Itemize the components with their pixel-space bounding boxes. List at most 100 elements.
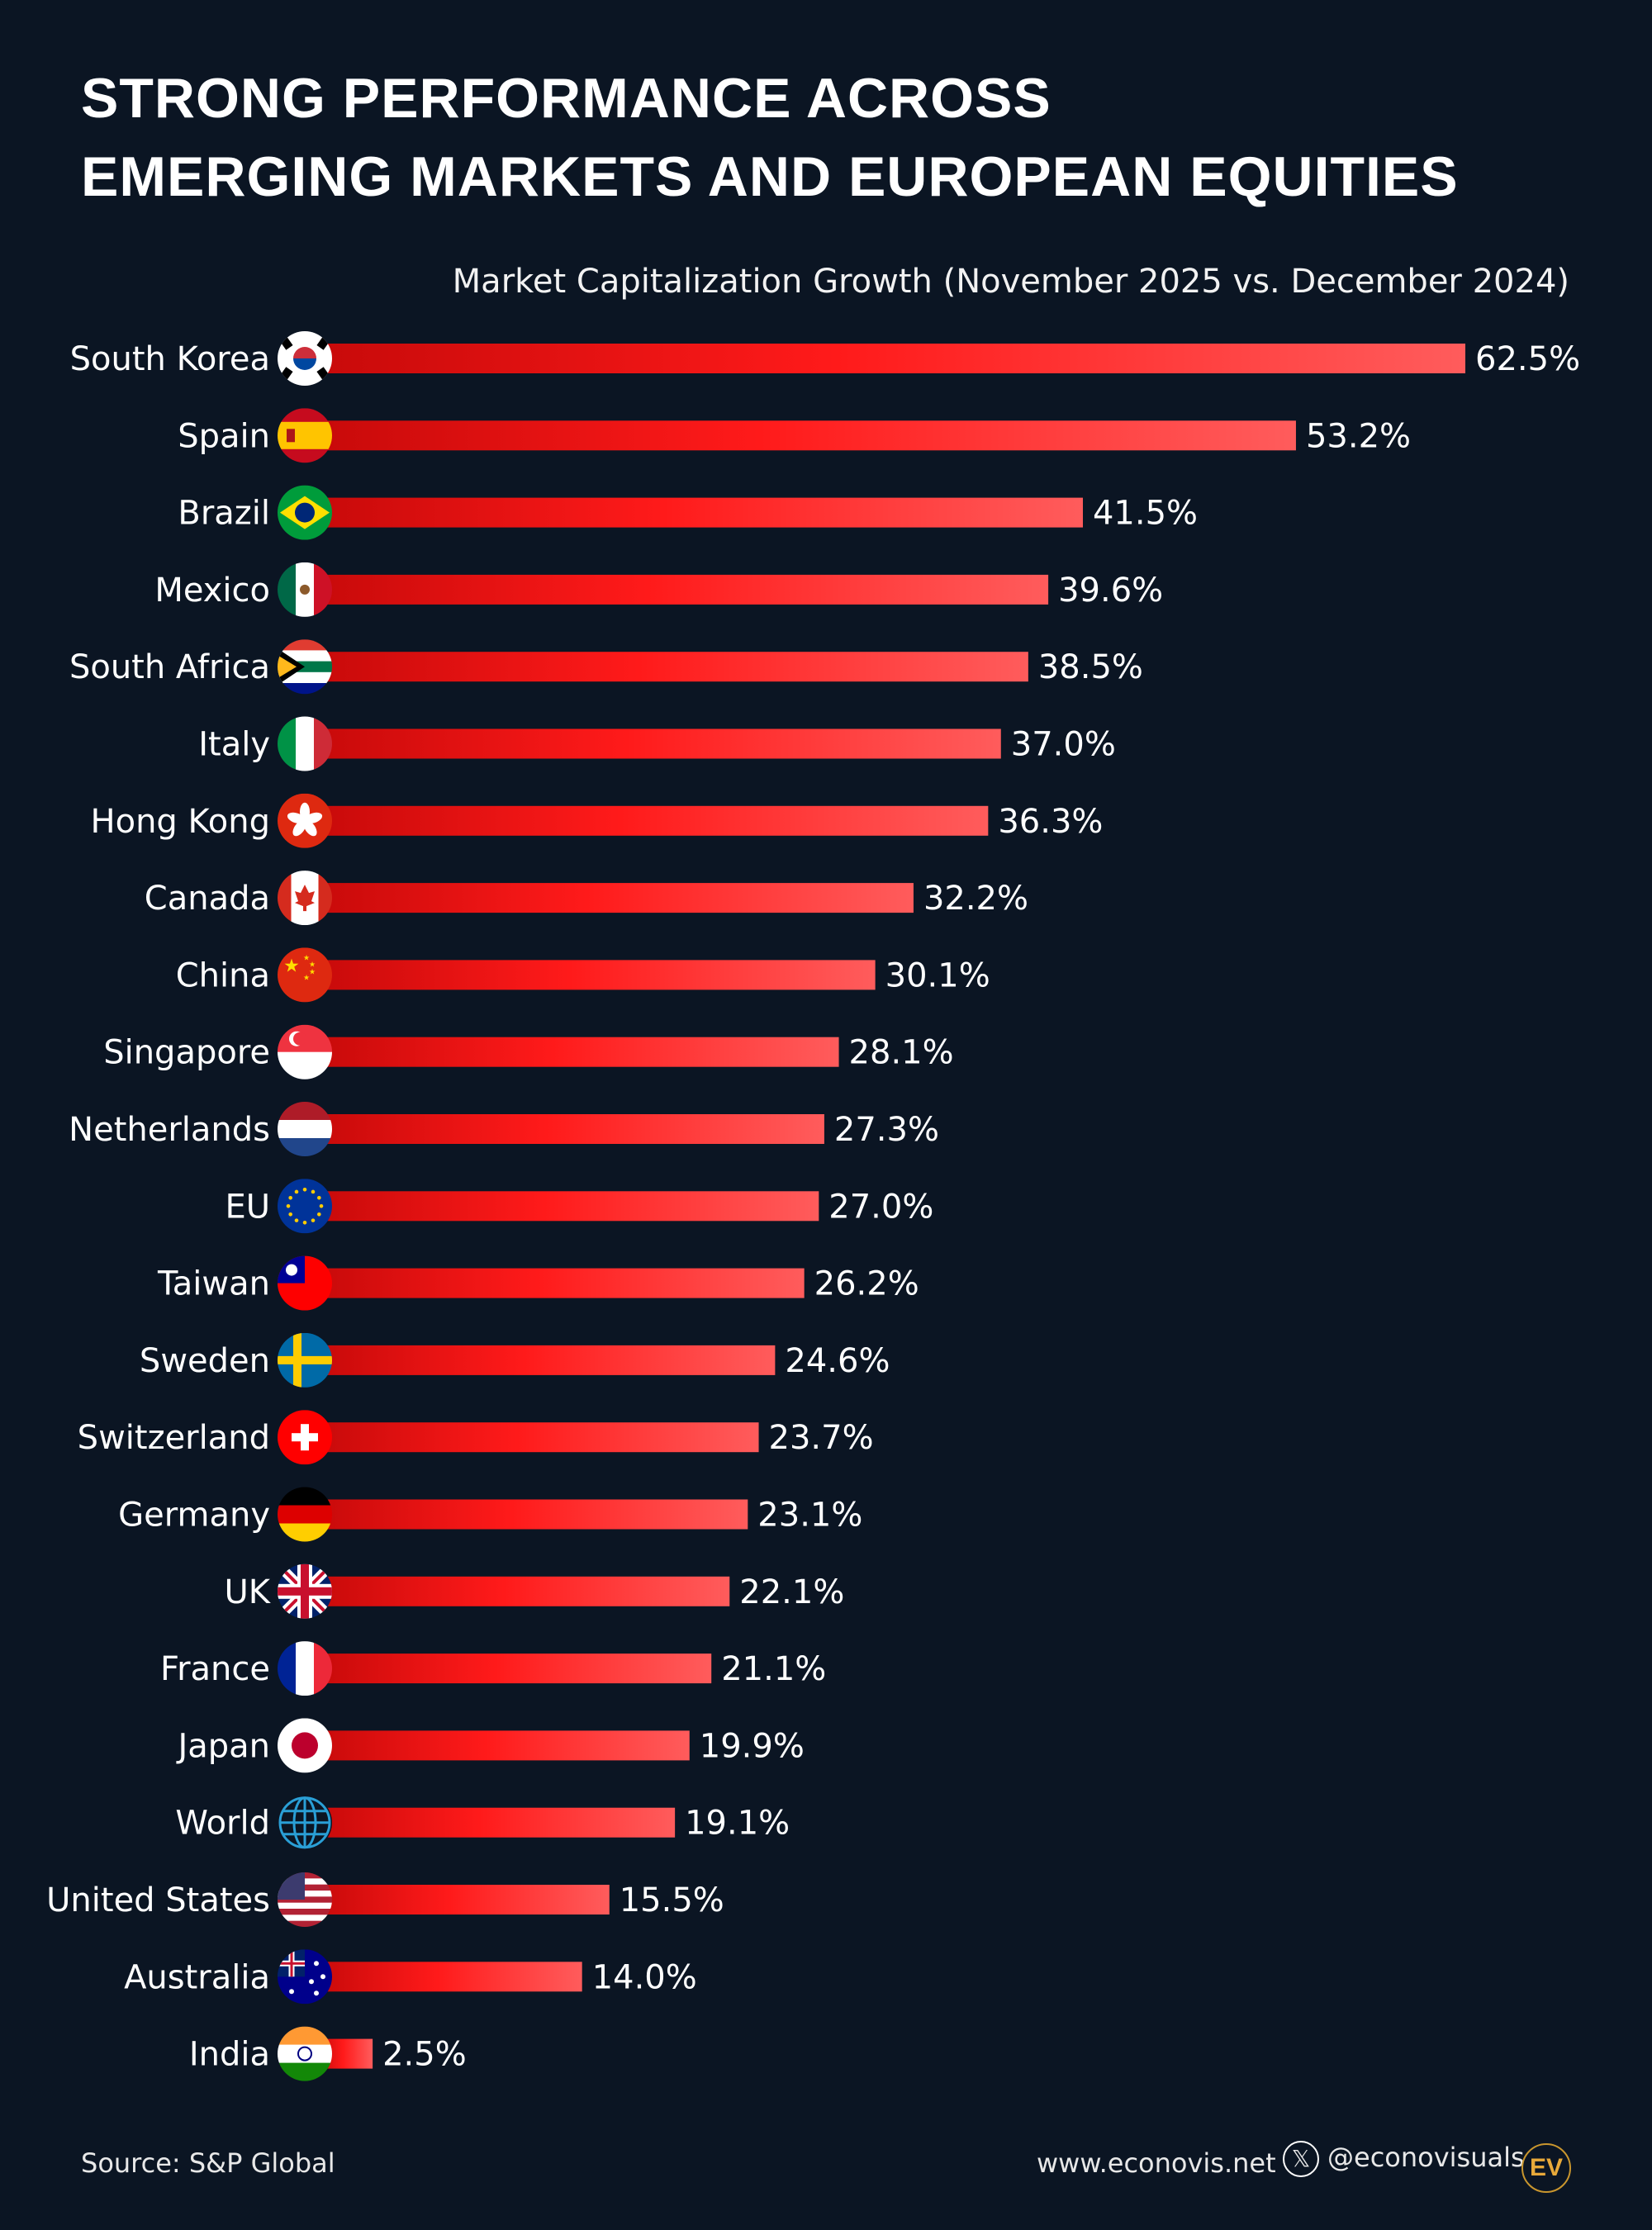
- category-label: Switzerland: [78, 1419, 270, 1457]
- category-label: EU: [225, 1188, 270, 1226]
- category-label: South Korea: [70, 340, 270, 378]
- econovis-logo: EV: [1521, 2143, 1571, 2193]
- value-label: 21.1%: [721, 1650, 826, 1688]
- bar-china: [319, 960, 876, 990]
- flag-south-africa-icon: [278, 639, 332, 695]
- flag-canada-icon: [278, 871, 332, 926]
- category-label: Singapore: [103, 1034, 270, 1072]
- flag-france-icon: [278, 1641, 332, 1696]
- flag-india-icon: [278, 2026, 332, 2081]
- value-label: 2.5%: [382, 2036, 467, 2074]
- bar-spain: [319, 420, 1296, 451]
- flag-singapore-icon: [278, 1024, 332, 1079]
- bar-south-korea: [319, 344, 1465, 373]
- chart-subtitle: Market Capitalization Growth (November 2…: [452, 263, 1569, 301]
- category-label: Italy: [198, 726, 270, 764]
- flag-mexico-icon: [278, 562, 332, 617]
- title-line-2: EMERGING MARKETS AND EUROPEAN EQUITIES: [81, 145, 1459, 208]
- value-label: 27.3%: [834, 1111, 939, 1149]
- svg-text:★: ★: [309, 968, 316, 976]
- x-logo-icon: 𝕏: [1283, 2141, 1319, 2177]
- flag-germany-icon: [278, 1487, 332, 1542]
- value-label: 53.2%: [1306, 417, 1411, 455]
- value-label: 39.6%: [1058, 572, 1163, 610]
- source-note: Source: S&P Global: [81, 2147, 335, 2179]
- category-label: World: [175, 1805, 270, 1843]
- category-label: Sweden: [140, 1342, 270, 1380]
- value-label: 28.1%: [849, 1034, 954, 1072]
- social-handle[interactable]: 𝕏 @econovisuals: [1283, 2141, 1525, 2177]
- value-label: 19.9%: [700, 1727, 805, 1765]
- bar-australia: [319, 1962, 582, 1992]
- value-label: 37.0%: [1011, 726, 1116, 764]
- bar-canada: [319, 883, 914, 913]
- category-label: India: [189, 2036, 270, 2074]
- flag-italy-icon: [278, 716, 332, 771]
- flag-spain-icon: [278, 408, 332, 463]
- bar-japan: [319, 1730, 690, 1761]
- title-line-1: STRONG PERFORMANCE ACROSS: [81, 67, 1051, 130]
- flag-united-states-icon: [278, 1872, 332, 1927]
- category-label: Germany: [118, 1497, 270, 1535]
- category-label: United States: [46, 1881, 270, 1919]
- flag-japan-icon: [278, 1718, 332, 1773]
- flag-australia-icon: [278, 1949, 332, 2005]
- category-label: China: [176, 956, 270, 994]
- value-label: 19.1%: [685, 1805, 790, 1843]
- value-label: 41.5%: [1093, 495, 1198, 533]
- bar-brazil: [319, 497, 1083, 528]
- bar-world: [319, 1807, 676, 1838]
- flag-south-korea-icon: [278, 331, 332, 386]
- website-link[interactable]: www.econovis.net: [1037, 2147, 1276, 2179]
- value-label: 24.6%: [785, 1342, 890, 1380]
- value-label: 27.0%: [828, 1188, 933, 1226]
- value-label: 36.3%: [998, 803, 1103, 841]
- bar-united-states: [319, 1885, 610, 1914]
- flag-brazil-icon: [278, 485, 332, 540]
- globe-icon: [278, 1795, 332, 1850]
- category-label: Spain: [178, 417, 270, 455]
- flag-eu-icon: [278, 1179, 332, 1234]
- flag-china-icon: ★ ★★★★: [278, 947, 332, 1003]
- value-label: 32.2%: [923, 880, 1028, 918]
- category-label: UK: [224, 1573, 271, 1611]
- bar-uk: [319, 1576, 730, 1606]
- value-label: 30.1%: [885, 956, 990, 994]
- flag-uk-icon: [278, 1563, 332, 1619]
- flag-netherlands-icon: [278, 1102, 332, 1156]
- bar-taiwan: [319, 1268, 805, 1298]
- category-label: Mexico: [154, 572, 270, 610]
- bar-hong-kong: [319, 805, 989, 836]
- bar-germany: [319, 1499, 748, 1530]
- flag-sweden-icon: [278, 1332, 332, 1388]
- bar-france: [319, 1654, 712, 1684]
- bar-singapore: [319, 1037, 839, 1067]
- category-label: South Africa: [69, 648, 270, 686]
- bar-netherlands: [319, 1114, 824, 1144]
- bar-switzerland: [319, 1422, 759, 1453]
- category-label: Brazil: [178, 495, 270, 533]
- svg-text:★: ★: [303, 954, 310, 962]
- value-label: 23.7%: [769, 1419, 874, 1457]
- svg-text:★: ★: [309, 961, 316, 969]
- value-label: 15.5%: [620, 1881, 724, 1919]
- value-label: 22.1%: [739, 1573, 844, 1611]
- bar-south-africa: [319, 652, 1028, 682]
- category-label: Japan: [175, 1727, 270, 1765]
- category-label: Hong Kong: [91, 803, 270, 841]
- svg-text:★: ★: [303, 974, 310, 982]
- category-label: Taiwan: [157, 1265, 270, 1303]
- value-label: 23.1%: [757, 1497, 862, 1535]
- chart-title: STRONG PERFORMANCE ACROSS EMERGING MARKE…: [81, 59, 1459, 216]
- value-label: 38.5%: [1038, 648, 1143, 686]
- svg-text:★: ★: [283, 956, 300, 976]
- flag-hong-kong-icon: [278, 793, 332, 848]
- value-label: 62.5%: [1475, 340, 1580, 378]
- flag-switzerland-icon: [278, 1410, 332, 1465]
- bar-sweden: [319, 1345, 776, 1375]
- bar-eu: [319, 1191, 819, 1222]
- bar-mexico: [319, 574, 1049, 605]
- category-label: France: [160, 1650, 270, 1688]
- category-label: Canada: [145, 880, 270, 918]
